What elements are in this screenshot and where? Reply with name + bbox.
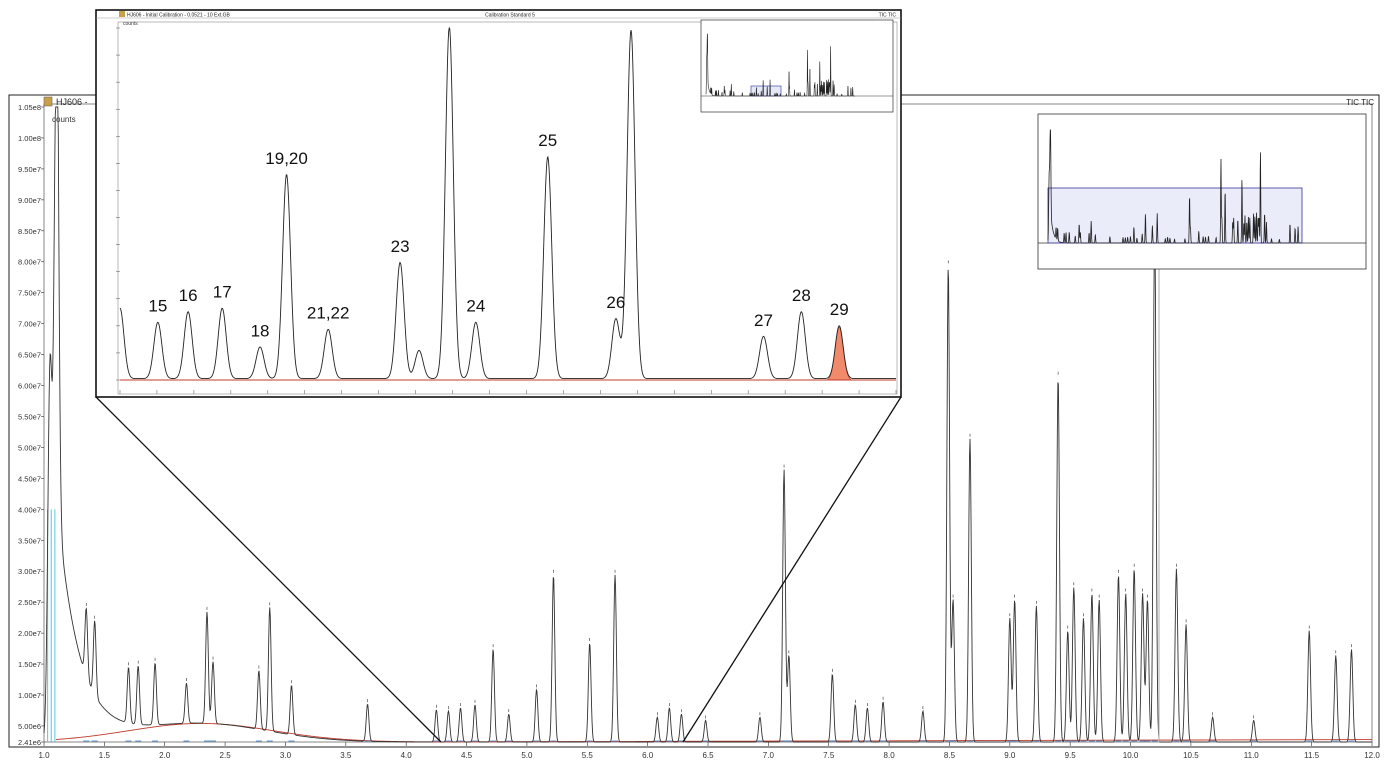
x-tick-label: 2.5 bbox=[220, 751, 232, 760]
peak-label: 21,22 bbox=[307, 304, 350, 323]
peak-label: 15 bbox=[148, 297, 167, 316]
peak-label: 25 bbox=[538, 131, 557, 150]
x-tick-label: 11.5 bbox=[1304, 751, 1320, 760]
x-tick-label: 7.0 bbox=[763, 751, 775, 760]
y-tick-label: 3.00e7 bbox=[18, 567, 41, 576]
peak-label: 28 bbox=[792, 286, 811, 305]
y-tick-label: 4.50e7 bbox=[18, 474, 41, 483]
inset-window-icon bbox=[119, 11, 125, 17]
peak-label: 27 bbox=[754, 311, 773, 330]
main-overview-thumbnail[interactable] bbox=[1037, 113, 1367, 270]
inset-title-right: TIC TIC bbox=[879, 13, 897, 19]
overview-trace bbox=[1047, 129, 1302, 244]
zoom-connector-right bbox=[682, 396, 902, 743]
window-icon bbox=[43, 96, 53, 107]
main-tic-trace bbox=[43, 106, 1372, 743]
inset-x-axis bbox=[119, 390, 897, 394]
y-tick-label: 9.00e7 bbox=[18, 196, 41, 205]
inset-title-center: Calibration Standard 5 bbox=[485, 13, 535, 19]
y-tick-label: 1.00e7 bbox=[18, 691, 41, 700]
zoom-connector-left bbox=[95, 396, 442, 743]
x-tick-label: 7.5 bbox=[823, 751, 835, 760]
y-tick-label: 2.50e7 bbox=[18, 598, 41, 607]
inset-overview-frame bbox=[700, 19, 894, 113]
y-tick-label: 1.50e7 bbox=[18, 660, 41, 669]
peak-label: 16 bbox=[179, 286, 198, 305]
y-tick-label: 6.00e7 bbox=[18, 382, 41, 391]
peak-label: 19,20 bbox=[265, 149, 308, 168]
x-tick-label: 1.5 bbox=[99, 751, 111, 760]
peak-label: 29 bbox=[830, 300, 849, 319]
main-window-title: HJ606 - bbox=[56, 97, 88, 107]
x-tick-label: 8.0 bbox=[884, 751, 896, 760]
inset-unit-label: counts bbox=[123, 21, 138, 27]
peak-label: 24 bbox=[466, 297, 485, 316]
x-tick-label: 10.0 bbox=[1123, 751, 1139, 760]
x-tick-label: 4.0 bbox=[401, 751, 413, 760]
main-x-axis: 1.0 1.5 2.0 2.5 3.0 3.5 4.0 4.5 5.0 5.5 6.0 6.5 7.0 7… bbox=[38, 742, 1380, 760]
x-tick-label: 8.5 bbox=[944, 751, 956, 760]
y-tick-label: 1.00e8 bbox=[18, 134, 41, 143]
main-right-title: TIC TIC bbox=[1346, 98, 1374, 107]
y-tick-label: 4.00e7 bbox=[18, 505, 41, 514]
x-tick-label: 1.0 bbox=[38, 751, 50, 760]
y-tick-label: 6.50e7 bbox=[18, 351, 41, 360]
y-tick-label: 8.00e7 bbox=[18, 258, 41, 267]
peak-label: 17 bbox=[213, 283, 232, 302]
y-tick-label: 3.50e7 bbox=[18, 536, 41, 545]
main-unit-label: counts bbox=[52, 115, 76, 124]
y-tick-label: 9.50e7 bbox=[18, 165, 41, 174]
y-tick-label: 2.41e6 bbox=[18, 738, 41, 747]
y-tick-label: 2.00e7 bbox=[18, 629, 41, 638]
y-tick-label: 7.50e7 bbox=[18, 289, 41, 298]
main-y-axis: 2.41e6 5.00e6 1.00e7 1.50e7 2.00e7 2.50e7 3.00… bbox=[18, 103, 44, 747]
x-tick-label: 3.5 bbox=[340, 751, 352, 760]
inset-title-left: HJ606 - Initial Calibration - 0.0521 - 1… bbox=[127, 13, 230, 19]
x-tick-label: 6.0 bbox=[642, 751, 654, 760]
y-tick-label: 8.50e7 bbox=[18, 227, 41, 236]
x-tick-label: 3.0 bbox=[280, 751, 292, 760]
peak-label: 26 bbox=[606, 293, 625, 312]
inset-y-axis bbox=[116, 27, 120, 381]
inset-overview-thumbnail[interactable] bbox=[700, 19, 894, 113]
x-tick-label: 5.0 bbox=[521, 751, 533, 760]
y-tick-label: 7.00e7 bbox=[18, 320, 41, 329]
inset-overview-trace bbox=[705, 33, 855, 97]
y-tick-label: 1.05e8 bbox=[18, 103, 41, 112]
x-tick-label: 12.0 bbox=[1364, 751, 1380, 760]
inset-plot-area bbox=[117, 21, 898, 395]
y-tick-label: 5.00e6 bbox=[18, 722, 41, 731]
x-tick-label: 9.5 bbox=[1065, 751, 1077, 760]
x-tick-label: 11.0 bbox=[1244, 751, 1260, 760]
inset-tic-trace bbox=[119, 26, 896, 380]
peak-label: 23 bbox=[391, 237, 410, 256]
x-tick-label: 2.0 bbox=[159, 751, 171, 760]
x-tick-label: 10.5 bbox=[1183, 751, 1199, 760]
y-tick-label: 5.00e7 bbox=[18, 443, 41, 452]
x-tick-label: 6.5 bbox=[702, 751, 714, 760]
y-tick-label: 5.50e7 bbox=[18, 412, 41, 421]
x-tick-label: 4.5 bbox=[461, 751, 473, 760]
x-tick-label: 5.5 bbox=[582, 751, 594, 760]
peak-label: 18 bbox=[251, 321, 270, 340]
x-tick-label: 9.0 bbox=[1004, 751, 1016, 760]
inset-peak-labels: 15 16 17 18 19,20 21,22 23 24 25 26 27 28 29 bbox=[148, 131, 848, 340]
